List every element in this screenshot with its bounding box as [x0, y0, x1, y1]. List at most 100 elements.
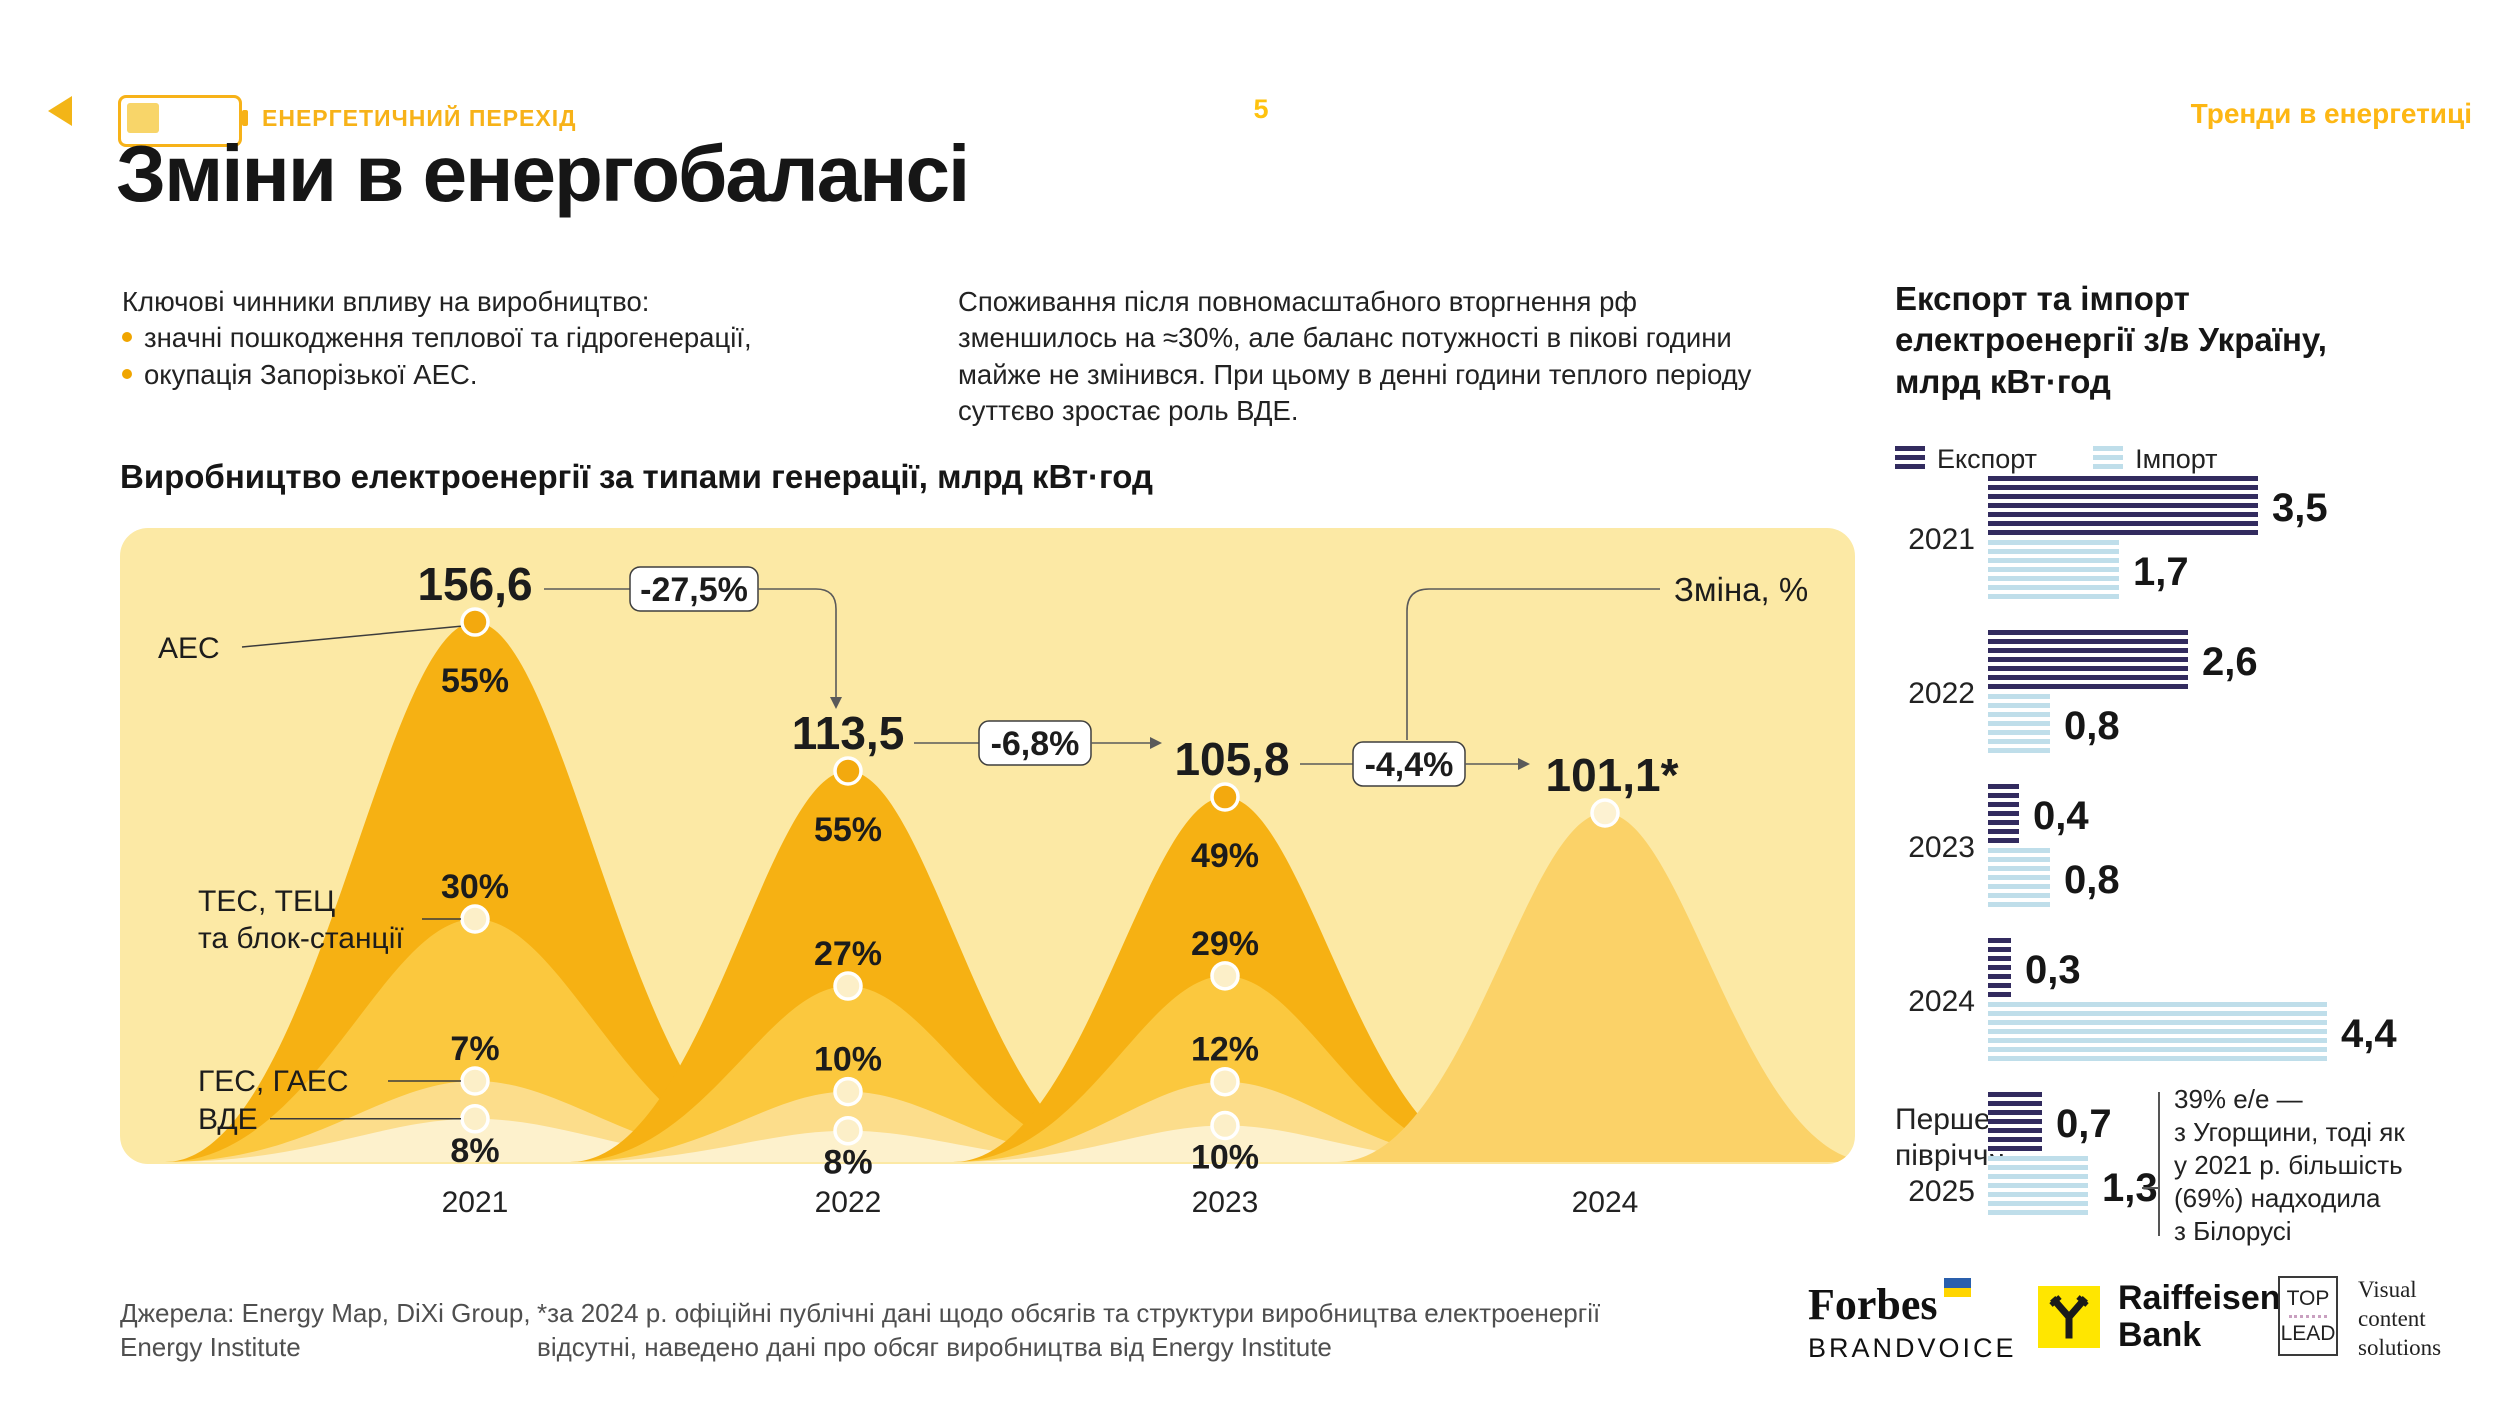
total-value-label: 156,6 [417, 558, 532, 610]
intro-bullet: окупація Запорізької АЕС. [122, 357, 932, 393]
total-value-label: 105,8 [1174, 733, 1289, 785]
legend-swatch-icon [2093, 446, 2124, 473]
bar-value-label: 0,8 [2064, 858, 2120, 902]
toplead-tagline-line: Visual [2358, 1277, 2417, 1302]
legend-swatch-icon [1895, 446, 1925, 473]
intro-bullets: значні пошкодження теплової та гідрогене… [122, 320, 932, 393]
forbes-wordmark: Forbes [1808, 1280, 1938, 1329]
pct-label: 12% [1191, 1031, 1259, 1069]
footnote-line: *за 2024 р. офіційні публічні дані щодо … [537, 1298, 1601, 1328]
chart-dot [460, 1104, 490, 1134]
intro-middle-paragraph: Споживання після повномасштабного вторгн… [958, 286, 1752, 426]
side-label-tes: та блок-станції [198, 922, 404, 955]
bullet-dot-icon [122, 332, 132, 343]
chart-dot [460, 1066, 490, 1096]
bell-layer-АЕС [165, 622, 785, 1162]
arrowhead-icon [830, 697, 842, 709]
legend-label: Імпорт [2135, 444, 2218, 474]
bar-value-label: 0,3 [2025, 948, 2081, 992]
brandvoice-wordmark: BRANDVOICE [1808, 1333, 2017, 1363]
export-bar [1988, 630, 2188, 692]
side-label-tes: ТЕС, ТЕЦ [198, 885, 335, 918]
header-series-label: ЕНЕРГЕТИЧНИЙ ПЕРЕХІД [262, 105, 577, 131]
year-label: 2024 [1571, 1186, 1639, 1219]
trade-category-label: 2024 [1908, 985, 1975, 1018]
toplead-box-icon: TOP LEAD [2278, 1276, 2338, 1356]
bar-value-label: 0,7 [2056, 1102, 2112, 1146]
chart-dot [833, 1115, 863, 1146]
changes-legend-label: Зміна, % [1674, 571, 1808, 608]
sources-line: Energy Institute [120, 1332, 301, 1363]
raiffeisen-line1: Raiffeisen [2118, 1279, 2281, 1317]
bar-value-label: 3,5 [2272, 486, 2328, 530]
bar-value-label: 2,6 [2202, 640, 2258, 684]
bullet-dot-icon [122, 368, 132, 379]
bar-value-label: 1,7 [2133, 550, 2189, 594]
toplead-tagline: Visual content solutions [2358, 1276, 2441, 1362]
sources-line: Джерела: Energy Map, DiXi Group, [120, 1298, 531, 1328]
export-bar [1988, 784, 2019, 846]
trade-chart: 2021 3,5 1,7 2022 2,6 0,8 2023 0,4 0,8 2024 0,3 4,4… [1895, 476, 2520, 1276]
bell-layer-ТЕС, ТЕЦ та блок-станції [570, 986, 1126, 1162]
intro-left-block: Ключові чинники впливу на виробництво: з… [122, 284, 932, 393]
footnote-line: відсутні, наведено дані про обсяг виробн… [537, 1332, 1332, 1363]
chart-dot [460, 607, 490, 637]
bar-value-label: 0,8 [2064, 704, 2120, 748]
sources-note: Джерела: Energy Map, DiXi Group, Energy I… [120, 1296, 531, 1365]
export-bar [1988, 938, 2011, 1000]
production-chart: 55% 30% 7% 8% 55% 27% 10% 8% 49% 29% 12% 10% АЕС ТЕС,… [158, 558, 1855, 1182]
ukraine-flag-icon [1943, 1278, 1971, 1297]
raiffeisen-line2: Bank [2118, 1315, 2202, 1354]
year-label: 2021 [441, 1186, 509, 1219]
trade-title-line: електроенергії з/в Україну, [1895, 321, 2327, 359]
raiffeisen-logo: Raiffeisen Bank [2038, 1280, 2281, 1353]
bell-layer-ТЕС, ТЕЦ та блок-станції [165, 919, 785, 1162]
battery-icon [118, 95, 248, 147]
trade-category-label: 2022 [1908, 677, 1975, 710]
pct-label: 49% [1191, 837, 1259, 875]
chart-dot [460, 904, 490, 934]
export-bar [1988, 1092, 2042, 1154]
pct-label: 10% [814, 1041, 882, 1079]
export-bar [1988, 476, 2258, 538]
chart-dot [833, 971, 863, 1001]
raiffeisen-wordmark: Raiffeisen Bank [2118, 1280, 2281, 1353]
trade-category-label: Перше півріччя 2025 [1895, 1103, 2005, 1208]
pct-label: 55% [814, 811, 882, 849]
change-badge-label: -6,8% [991, 725, 1080, 763]
chart-dot [833, 756, 863, 786]
arrow-left-icon [48, 96, 72, 126]
pct-label: 10% [1191, 1139, 1259, 1177]
intro-lead: Ключові чинники впливу на виробництво: [122, 286, 650, 317]
trade-category-label: 2023 [1908, 831, 1975, 864]
chart-dot [1210, 1066, 1240, 1097]
total-value-label: 113,5 [792, 707, 905, 759]
pct-label: 8% [450, 1132, 499, 1170]
raiffeisen-cross-icon [2038, 1285, 2100, 1348]
arrowhead-icon [1150, 737, 1162, 749]
legend-item: Імпорт [2093, 444, 2218, 475]
page-number: 5 [1253, 94, 1269, 124]
import-bar [1988, 1002, 2327, 1064]
toplead-tagline-line: solutions [2358, 1334, 2442, 1360]
annotation-line [2158, 1092, 2160, 1236]
pct-label: 27% [814, 935, 882, 973]
toplead-lead: LEAD [2280, 1321, 2336, 1345]
forbes-brandvoice-logo: Forbes BRANDVOICE [1808, 1278, 2017, 1364]
toplead-top: TOP [2286, 1286, 2330, 1310]
toplead-logo: TOP LEAD Visual content solutions [2278, 1276, 2441, 1362]
intro-bullet: значні пошкодження теплової та гідрогене… [122, 320, 932, 356]
bell-2024 [1337, 813, 1855, 1162]
legend-label: Експорт [1937, 444, 2038, 474]
legend-item: Експорт [1895, 444, 2037, 475]
chart-dot [1210, 961, 1240, 991]
import-bar [1988, 694, 2050, 756]
import-bar [1988, 540, 2119, 602]
chart-dot [1210, 1110, 1240, 1141]
total-value-label: 101,1* [1545, 749, 1678, 801]
chart-dot [1590, 798, 1620, 828]
arrowhead-icon [1518, 758, 1530, 770]
toplead-tagline-line: content [2358, 1305, 2426, 1331]
annotation-text: 39% е/е — з Угорщини, тоді як у 2021 р. бі… [2174, 1084, 2405, 1246]
